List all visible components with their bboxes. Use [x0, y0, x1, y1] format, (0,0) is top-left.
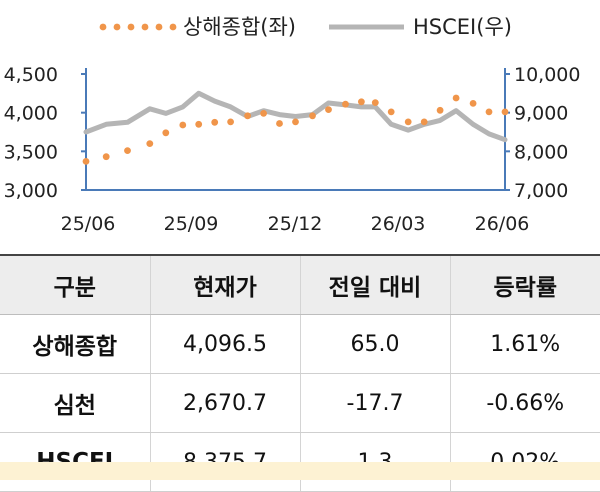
right-axis-tick-label: 7,000: [514, 180, 568, 202]
table-row: 심천 2,670.7 -17.7 -0.66%: [0, 373, 600, 433]
shanghai-point: [452, 94, 460, 102]
shanghai-point: [325, 106, 332, 113]
shanghai-point: [179, 121, 187, 129]
shanghai-point: [162, 129, 170, 137]
legend-shanghai-marker: [127, 23, 135, 31]
row-name: 상해종합: [0, 314, 150, 374]
shanghai-point: [387, 108, 395, 116]
legend-shanghai-marker: [99, 23, 107, 31]
shanghai-point: [371, 99, 379, 106]
header-change-rate: 등락률: [449, 254, 600, 315]
shanghai-point: [309, 112, 316, 120]
row-rate: 1.61%: [449, 314, 600, 374]
legend-shanghai-label: 상해종합(좌): [183, 15, 296, 39]
shanghai-point: [292, 118, 299, 126]
shanghai-point: [146, 140, 154, 148]
legend-shanghai-marker: [141, 23, 149, 31]
shanghai-point: [501, 108, 509, 116]
shanghai-point: [358, 98, 365, 106]
shanghai-point: [211, 118, 219, 126]
right-axis-tick-label: 8,000: [514, 141, 568, 163]
shanghai-point: [469, 100, 477, 107]
shanghai-point: [260, 110, 267, 117]
table-row: 상해종합 4,096.5 65.0 1.61%: [0, 314, 600, 374]
legend-shanghai-marker: [155, 23, 163, 31]
legend-shanghai-marker: [169, 23, 177, 31]
shanghai-point: [436, 106, 444, 114]
shanghai-point: [404, 118, 412, 126]
legend-hscei-label: HSCEI(우): [413, 15, 512, 39]
row-change: 65.0: [299, 314, 450, 374]
row-rate: -0.66%: [449, 373, 600, 433]
x-axis-tick-label: 25/09: [164, 213, 219, 235]
row-price: 4,096.5: [149, 314, 300, 374]
index-chart: 3,000 3,500 4,000 4,500 7,000 8,000 9,000 10,00…: [4, 15, 581, 235]
shanghai-point: [485, 108, 493, 116]
right-axis-tick-label: 9,000: [514, 103, 568, 125]
quote-table: 구분 현재가 전일 대비 등락률 상해종합 4,096.5 65.0 1.61%…: [0, 254, 600, 492]
header-category: 구분: [0, 254, 150, 315]
x-axis-tick-label: 25/12: [268, 213, 323, 235]
shanghai-point: [124, 147, 131, 155]
shanghai-point: [102, 153, 110, 161]
header-change: 전일 대비: [299, 254, 450, 315]
shanghai-point: [342, 100, 349, 108]
left-axis-tick-label: 3,000: [4, 180, 58, 202]
shanghai-point: [420, 118, 428, 126]
hscei-line: [83, 90, 508, 143]
row-price: 2,670.7: [149, 373, 300, 433]
shanghai-point: [227, 118, 235, 126]
row-change: -17.7: [299, 373, 450, 433]
left-axis-tick-label: 4,000: [4, 103, 58, 125]
left-axis-tick-label: 3,500: [4, 141, 58, 163]
x-axis-tick-label: 26/06: [475, 213, 530, 235]
shanghai-point: [276, 120, 283, 127]
shanghai-point: [195, 120, 203, 128]
x-axis-tick-label: 26/03: [371, 213, 426, 235]
left-axis-tick-label: 4,500: [4, 64, 58, 86]
footer-band: [0, 462, 600, 480]
row-name: 심천: [0, 373, 150, 433]
shanghai-point: [244, 112, 252, 120]
right-axis-tick-label: 10,000: [514, 64, 580, 86]
legend-shanghai-marker: [113, 23, 121, 31]
header-current-price: 현재가: [149, 254, 300, 315]
table-header-row: 구분 현재가 전일 대비 등락률: [0, 254, 600, 315]
x-axis-tick-label: 25/06: [61, 213, 116, 235]
shanghai-point: [82, 158, 90, 165]
